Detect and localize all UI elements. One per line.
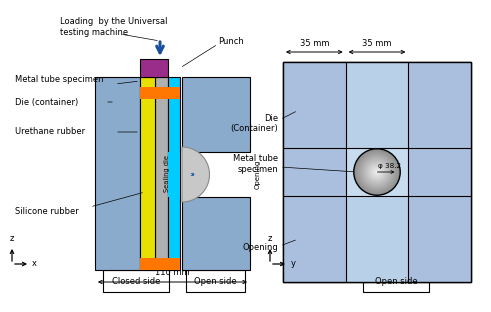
- Text: y: y: [291, 260, 296, 269]
- Ellipse shape: [374, 169, 380, 175]
- Bar: [346, 148, 409, 196]
- Ellipse shape: [356, 151, 398, 193]
- Bar: [155, 77, 168, 270]
- Ellipse shape: [358, 154, 395, 190]
- Text: Punch: Punch: [218, 37, 244, 46]
- Bar: [140, 59, 168, 77]
- Text: 35 mm: 35 mm: [362, 39, 392, 48]
- Bar: [283, 62, 471, 282]
- Text: φ 38.2: φ 38.2: [378, 163, 401, 169]
- Text: Loading  by the Universal
testing machine: Loading by the Universal testing machine: [60, 17, 167, 37]
- Ellipse shape: [372, 167, 382, 177]
- Ellipse shape: [368, 163, 386, 181]
- Text: Opening: Opening: [255, 160, 261, 189]
- Ellipse shape: [367, 162, 387, 183]
- Bar: [140, 87, 180, 99]
- Ellipse shape: [359, 154, 395, 190]
- Ellipse shape: [360, 155, 394, 189]
- Ellipse shape: [354, 149, 400, 195]
- Bar: [409, 62, 471, 282]
- FancyBboxPatch shape: [363, 270, 429, 292]
- Ellipse shape: [373, 168, 381, 176]
- Ellipse shape: [365, 160, 389, 184]
- Text: Metal tube
specimen: Metal tube specimen: [233, 154, 278, 174]
- Polygon shape: [182, 147, 210, 202]
- Text: Closed side: Closed side: [112, 276, 160, 285]
- Ellipse shape: [376, 170, 379, 173]
- Bar: [182, 197, 250, 270]
- Ellipse shape: [364, 159, 390, 185]
- Text: Open side: Open side: [375, 276, 417, 285]
- Text: z: z: [268, 234, 272, 243]
- Ellipse shape: [375, 170, 380, 174]
- Ellipse shape: [361, 156, 393, 188]
- Bar: [168, 152, 180, 197]
- Text: Die (container): Die (container): [15, 97, 78, 106]
- Ellipse shape: [366, 161, 388, 183]
- Text: Sealing die: Sealing die: [164, 155, 170, 192]
- Text: Metal tube specimen: Metal tube specimen: [15, 75, 104, 84]
- Ellipse shape: [357, 152, 397, 192]
- Bar: [182, 77, 250, 152]
- Text: Opening: Opening: [242, 243, 278, 252]
- Ellipse shape: [370, 165, 384, 179]
- FancyBboxPatch shape: [186, 270, 245, 292]
- Ellipse shape: [371, 166, 383, 178]
- Bar: [140, 258, 180, 270]
- Text: 35 mm: 35 mm: [300, 39, 329, 48]
- Text: Urethane rubber: Urethane rubber: [15, 128, 85, 137]
- Ellipse shape: [355, 149, 400, 194]
- Text: 110 mm: 110 mm: [155, 268, 190, 277]
- Text: z: z: [10, 234, 14, 243]
- Ellipse shape: [362, 157, 392, 187]
- Ellipse shape: [369, 164, 385, 180]
- Bar: [346, 62, 409, 282]
- Text: Silicone rubber: Silicone rubber: [15, 207, 79, 217]
- Text: x: x: [32, 260, 37, 269]
- Bar: [95, 77, 140, 270]
- FancyBboxPatch shape: [103, 270, 169, 292]
- Ellipse shape: [371, 166, 382, 178]
- Ellipse shape: [355, 150, 399, 194]
- Bar: [283, 62, 346, 282]
- Ellipse shape: [367, 162, 386, 182]
- Bar: [283, 62, 471, 282]
- Ellipse shape: [358, 153, 396, 191]
- Text: Open side: Open side: [193, 276, 236, 285]
- Ellipse shape: [363, 158, 391, 186]
- Text: Die
(Container): Die (Container): [230, 114, 278, 133]
- Bar: [140, 77, 155, 270]
- Bar: [168, 77, 180, 270]
- Ellipse shape: [376, 171, 378, 173]
- Ellipse shape: [362, 158, 391, 186]
